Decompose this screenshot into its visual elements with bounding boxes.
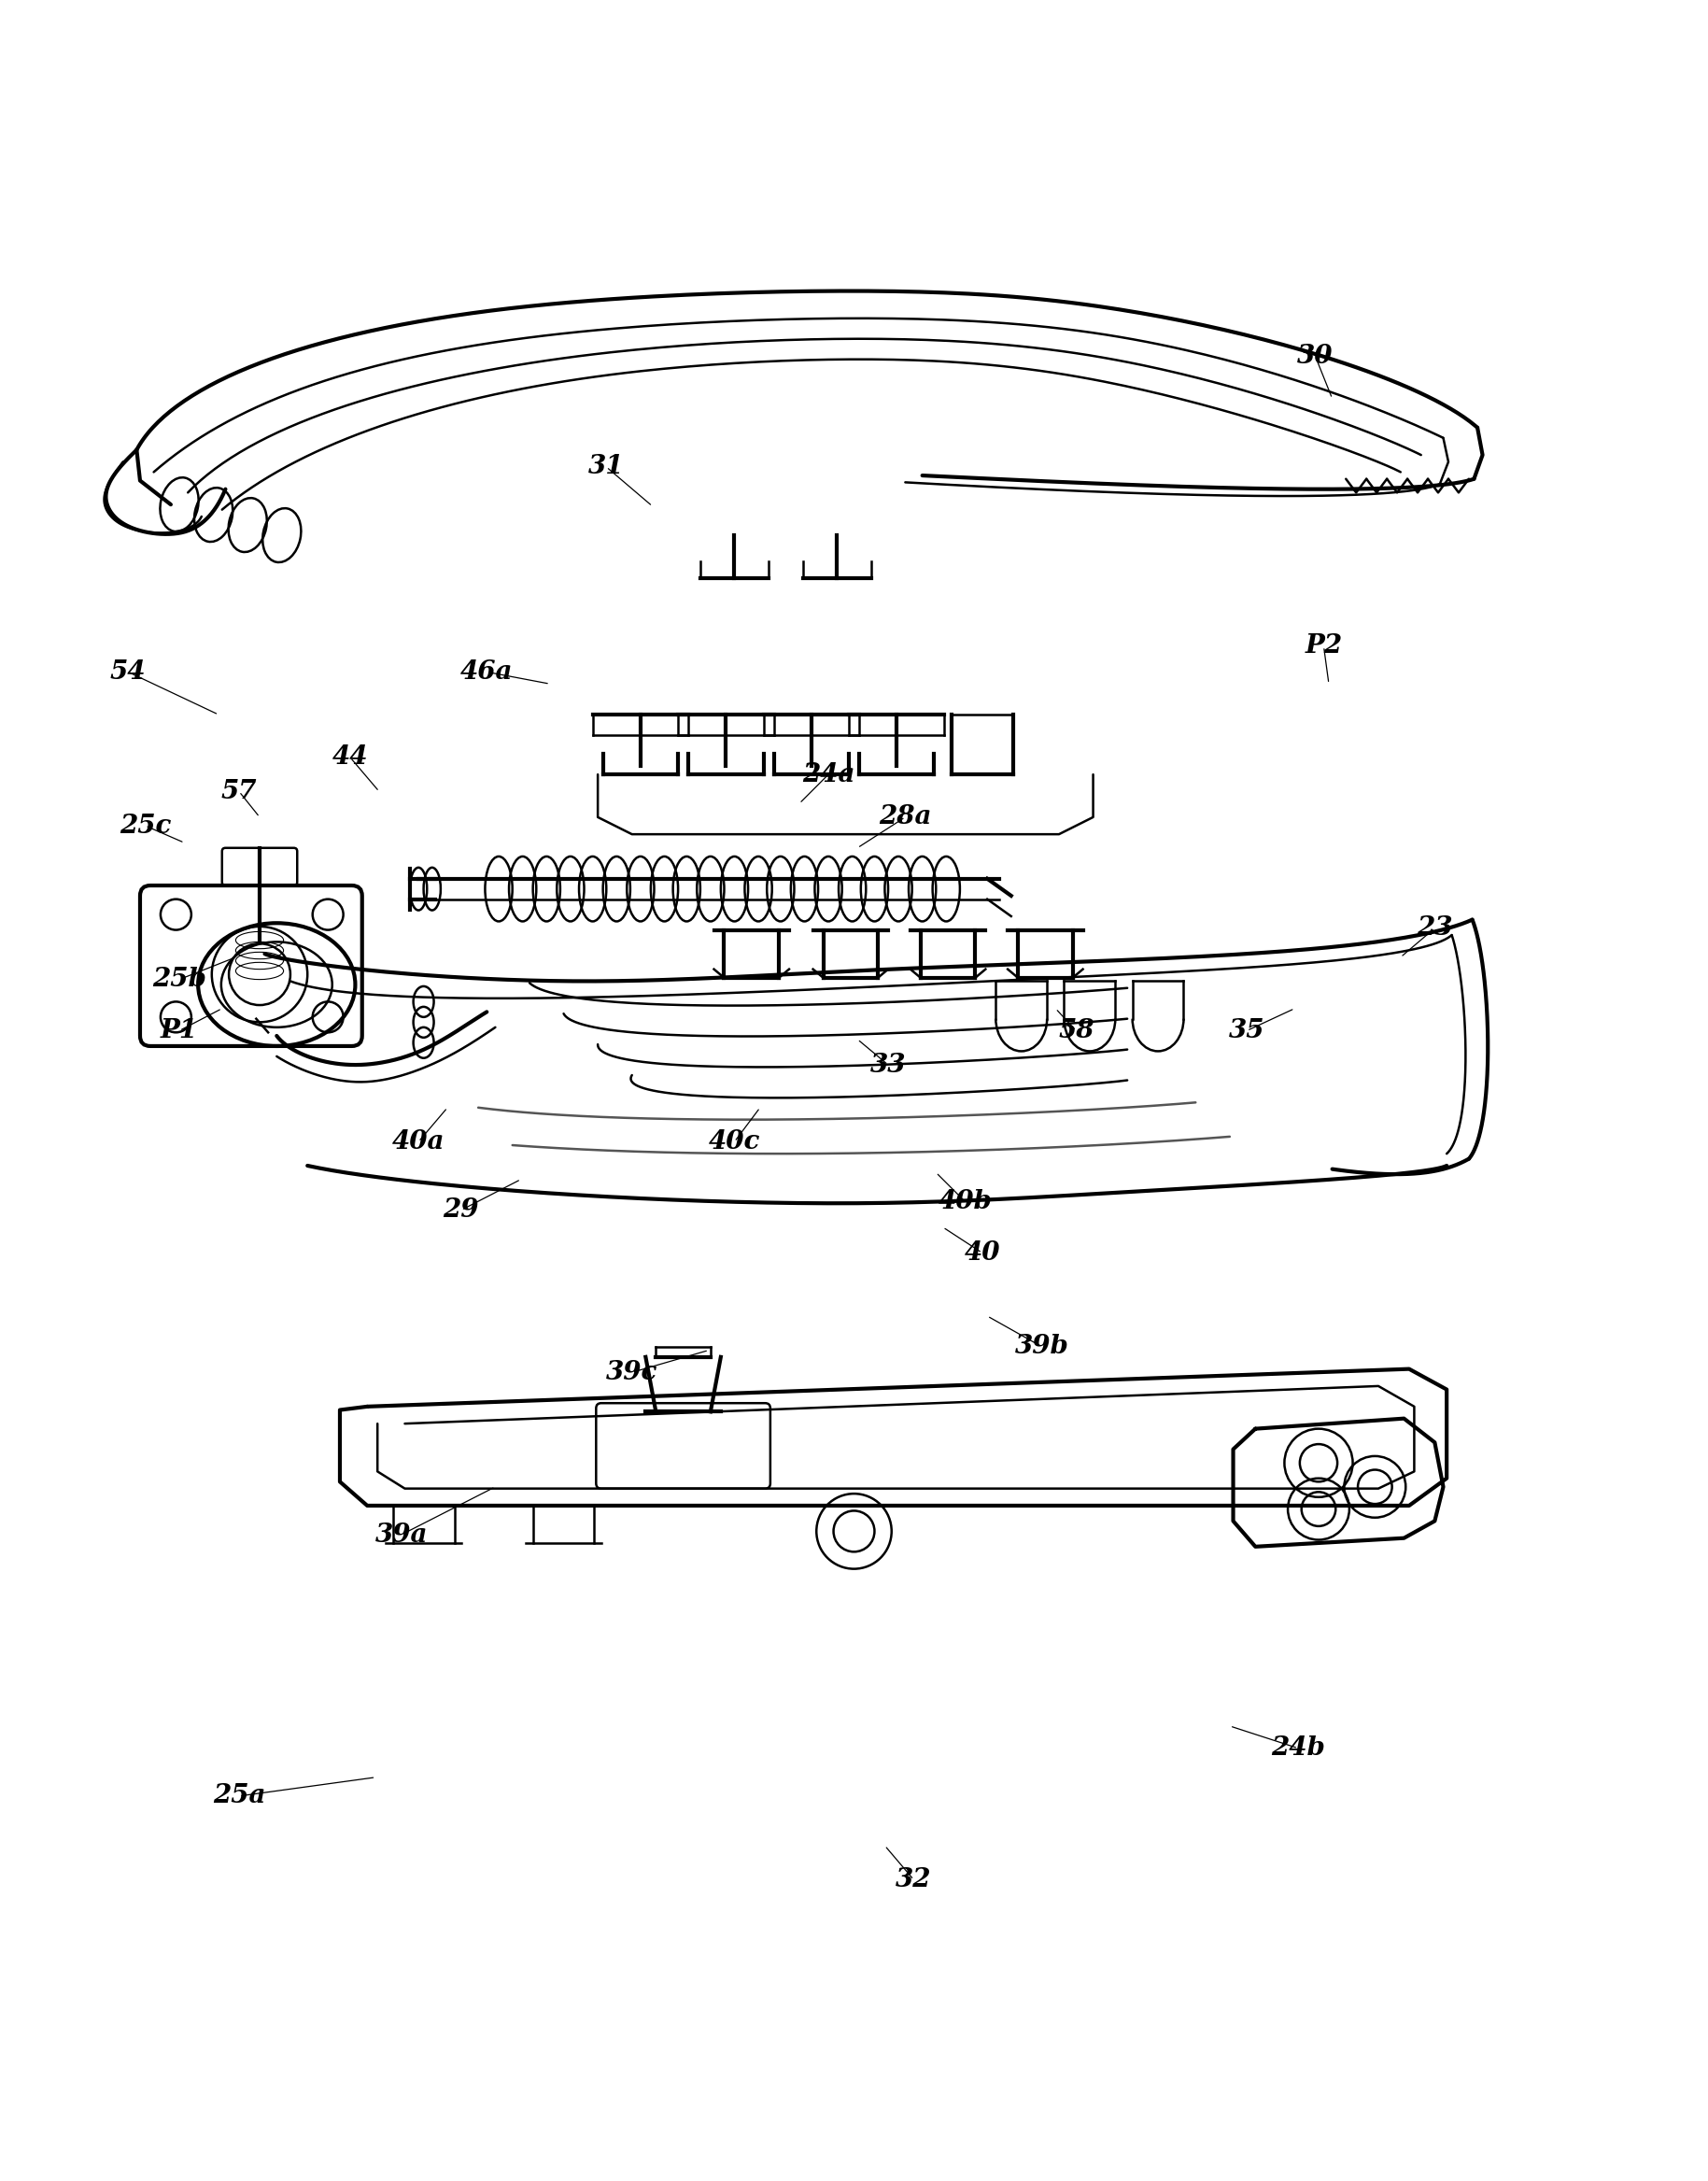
Text: 29: 29	[442, 1197, 480, 1224]
Text: P1: P1	[161, 1019, 198, 1043]
Text: 46a: 46a	[461, 659, 512, 685]
Text: 32: 32	[895, 1867, 933, 1893]
Text: 33: 33	[869, 1051, 907, 1077]
Text: 39c: 39c	[606, 1359, 658, 1385]
Text: 39b: 39b	[1015, 1335, 1069, 1359]
Text: 57: 57	[220, 779, 258, 805]
Text: 25c: 25c	[120, 814, 171, 838]
Text: 39a: 39a	[376, 1522, 427, 1546]
Text: 24b: 24b	[1271, 1736, 1325, 1760]
Text: 31: 31	[588, 454, 625, 480]
Text: 58: 58	[1057, 1019, 1095, 1043]
Text: 30: 30	[1296, 342, 1334, 369]
Text: 54: 54	[109, 659, 147, 685]
Text: 40: 40	[963, 1241, 1001, 1265]
Text: P2: P2	[1305, 635, 1342, 659]
Text: 23: 23	[1416, 916, 1454, 940]
Text: 35: 35	[1228, 1019, 1266, 1043]
Text: 28a: 28a	[880, 805, 931, 829]
Text: 25a: 25a	[214, 1784, 265, 1808]
Text: 40c: 40c	[709, 1130, 760, 1154]
Text: 24a: 24a	[803, 761, 854, 787]
Text: 44: 44	[331, 744, 369, 770]
Text: 40b: 40b	[938, 1189, 992, 1215]
Text: 40a: 40a	[393, 1130, 444, 1154]
Text: 25b: 25b	[152, 966, 207, 992]
